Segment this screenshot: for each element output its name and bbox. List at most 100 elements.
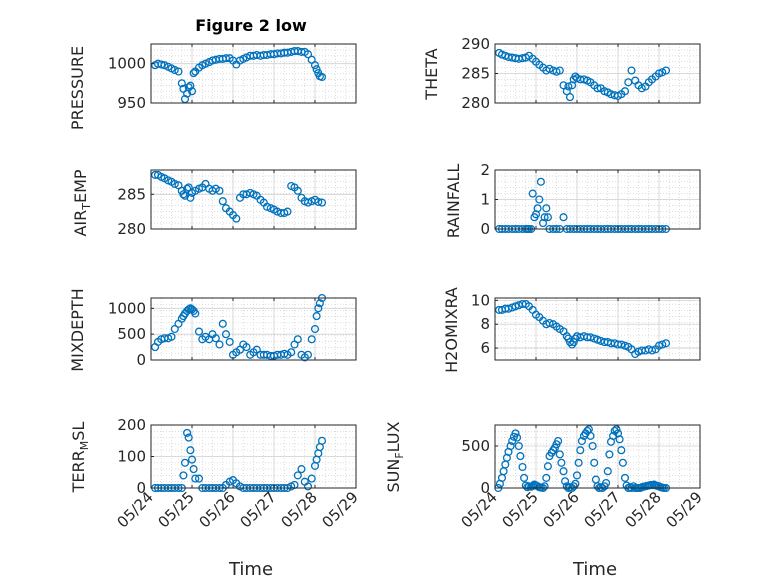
rainfall-point bbox=[540, 213, 549, 222]
mixdepth-ytick-label: 1000 bbox=[108, 299, 146, 317]
theta-panel: 290 285 280 bbox=[461, 35, 701, 112]
sunflux-point bbox=[577, 436, 586, 446]
rainfall-ylabel: RAINFALL bbox=[444, 164, 463, 239]
terrmsl-point bbox=[194, 474, 204, 483]
airtemp-point bbox=[262, 202, 272, 211]
airtemp-point bbox=[186, 193, 195, 202]
airtemp-ytick-label: 285 bbox=[117, 185, 146, 203]
mixdepth-point bbox=[184, 305, 193, 314]
mixdepth-point bbox=[194, 327, 204, 336]
h2omixra-point bbox=[617, 340, 626, 349]
rainfall-point bbox=[533, 204, 542, 213]
terrmsl-point bbox=[297, 465, 306, 474]
theta-ytick-label: 285 bbox=[461, 65, 490, 83]
rainfall-panel: 2 1 0 bbox=[480, 161, 701, 238]
rainfall-point bbox=[535, 195, 544, 204]
pressure-point bbox=[186, 81, 195, 90]
airtemp-point bbox=[283, 207, 292, 216]
pressure-point bbox=[303, 50, 313, 59]
sunflux-point bbox=[588, 441, 597, 451]
figure-title: Figure 2 low bbox=[195, 16, 307, 35]
airtemp-ylabel-rest: EMP bbox=[71, 169, 90, 203]
mixdepth-point bbox=[314, 304, 323, 313]
pressure-panel: 1000 950 bbox=[108, 43, 357, 112]
sunflux-point bbox=[516, 452, 525, 461]
sunflux-point bbox=[590, 458, 599, 467]
pressure-ylabel: PRESSURE bbox=[68, 46, 87, 130]
h2omixra-point bbox=[504, 304, 513, 313]
mixdepth-point bbox=[218, 319, 227, 328]
terrmsl-point bbox=[186, 446, 195, 455]
terrmsl-point bbox=[183, 428, 192, 437]
terrmsl-point bbox=[317, 436, 327, 445]
theta-ytick-label: 290 bbox=[461, 35, 490, 53]
pressure-point bbox=[157, 60, 166, 69]
mixdepth-ytick-label: 0 bbox=[136, 351, 146, 369]
airtemp-point bbox=[215, 186, 224, 195]
rainfall-ytick-label: 0 bbox=[480, 220, 490, 238]
sunflux-ylabel-subscript: F bbox=[393, 452, 406, 458]
airtemp-point bbox=[317, 198, 327, 207]
mixdepth-axes-box bbox=[150, 297, 357, 361]
sunflux-point bbox=[506, 441, 515, 451]
terrmsl-point bbox=[187, 455, 197, 464]
theta-point bbox=[593, 84, 602, 93]
theta-point bbox=[559, 81, 568, 90]
terrmsl-ylabel-main: TERR bbox=[69, 450, 88, 493]
sunflux-point bbox=[572, 471, 582, 480]
theta-ytick-label: 280 bbox=[461, 94, 490, 112]
sunflux-point bbox=[540, 482, 549, 491]
h2omixra-panel: 10 8 6 bbox=[471, 291, 701, 361]
mixdepth-point bbox=[211, 334, 220, 343]
mixdepth-point bbox=[221, 330, 231, 339]
airtemp-ylabel-subscript: T bbox=[80, 203, 93, 211]
terrmsl-point bbox=[307, 474, 316, 483]
sunflux-point bbox=[511, 429, 520, 438]
mixdepth-point bbox=[293, 335, 302, 344]
theta-point bbox=[562, 87, 571, 96]
mixdepth-point bbox=[252, 345, 261, 354]
pressure-point bbox=[310, 61, 320, 70]
rainfall-point bbox=[543, 213, 552, 222]
sunflux-point bbox=[554, 436, 563, 446]
h2omixra-ylabel: H2OMIXRA bbox=[442, 287, 461, 373]
sunflux-ytick-label: 0 bbox=[480, 479, 490, 497]
theta-point bbox=[620, 87, 630, 96]
terrmsl-point bbox=[179, 471, 188, 480]
mixdepth-point bbox=[315, 299, 324, 308]
terrmsl-ytick-label: 200 bbox=[117, 416, 146, 434]
pressure-point bbox=[312, 65, 321, 74]
sunflux-point bbox=[561, 477, 570, 486]
sunflux-point bbox=[559, 467, 568, 476]
theta-ylabel: THETA bbox=[422, 48, 441, 100]
rainfall-point bbox=[536, 177, 545, 186]
sunflux-point bbox=[574, 458, 583, 467]
left-xlabel: Time bbox=[228, 559, 273, 580]
terrmsl-point bbox=[293, 471, 302, 480]
h2omixra-ytick-label: 6 bbox=[480, 339, 490, 357]
h2omixra-point bbox=[647, 346, 657, 355]
sunflux-point bbox=[603, 467, 612, 476]
theta-point bbox=[545, 64, 554, 73]
mixdepth-ylabel: MIXDEPTH bbox=[68, 288, 87, 371]
h2omixra-point bbox=[586, 333, 595, 342]
h2omixra-axes-box bbox=[494, 297, 701, 361]
mixdepth-panel: 1000 500 0 bbox=[108, 293, 357, 369]
pressure-point bbox=[221, 54, 231, 63]
rainfall-point bbox=[542, 204, 551, 213]
pressure-ytick-label: 950 bbox=[117, 94, 146, 112]
rainfall-point bbox=[559, 213, 568, 222]
sunflux-point bbox=[612, 425, 621, 434]
pressure-point bbox=[189, 69, 198, 78]
sunflux-point bbox=[520, 473, 529, 482]
panels-group: 1000950290285280285280210100050001086200… bbox=[108, 35, 706, 531]
airtemp-panel: 285 280 bbox=[117, 169, 357, 238]
sunflux-point bbox=[605, 450, 614, 459]
mixdepth-point bbox=[287, 348, 296, 357]
h2omixra-ytick-label: 10 bbox=[471, 291, 490, 309]
terrmsl-ytick-label: 100 bbox=[117, 448, 146, 466]
mixdepth-point bbox=[303, 350, 313, 359]
terrmsl-point bbox=[303, 482, 313, 491]
sunflux-ylabel-main: SUN bbox=[384, 459, 403, 493]
